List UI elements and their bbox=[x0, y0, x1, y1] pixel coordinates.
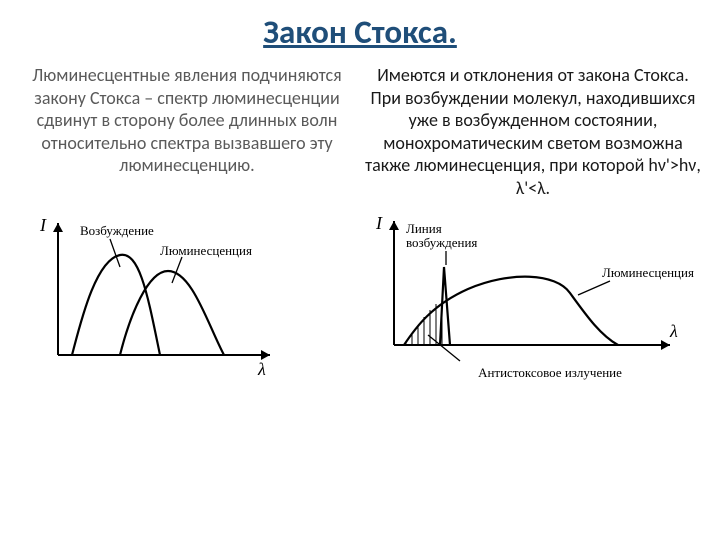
left-paragraph: Люминесцентные явления подчиняются закон… bbox=[18, 64, 356, 199]
excitation-peak bbox=[440, 267, 450, 345]
excitation-label-line2: возбуждения bbox=[406, 235, 477, 250]
luminescence-label: Люминесценция bbox=[602, 265, 694, 280]
figure-stokes: I λ Возбуждение Люминесценция bbox=[10, 205, 342, 385]
luminescence-leader bbox=[172, 257, 182, 283]
text-columns: Люминесцентные явления подчиняются закон… bbox=[0, 64, 720, 199]
figure-antistokes: I λ Люминесценция Линия возбуждения bbox=[350, 205, 710, 385]
y-axis-label: I bbox=[375, 213, 383, 233]
y-axis-label: I bbox=[39, 215, 47, 235]
antistokes-caption: Антистоксовое излучение bbox=[390, 365, 710, 381]
x-axis-label: λ bbox=[669, 321, 678, 341]
excitation-label: Возбуждение bbox=[80, 223, 154, 238]
caption-leader bbox=[428, 335, 460, 361]
excitation-curve bbox=[72, 255, 160, 355]
right-paragraph: Имеются и отклонения от закона Стокса. П… bbox=[364, 64, 702, 199]
excitation-leader bbox=[110, 239, 120, 267]
luminescence-curve bbox=[120, 271, 224, 355]
figures-row: I λ Возбуждение Люминесценция I λ bbox=[0, 199, 720, 385]
excitation-label-line1: Линия bbox=[406, 221, 442, 236]
antistokes-hatch bbox=[406, 299, 442, 345]
luminescence-leader bbox=[578, 281, 610, 295]
page-title: Закон Стокса. bbox=[0, 0, 720, 64]
luminescence-label: Люминесценция bbox=[160, 243, 252, 258]
x-axis-label: λ bbox=[257, 359, 266, 379]
